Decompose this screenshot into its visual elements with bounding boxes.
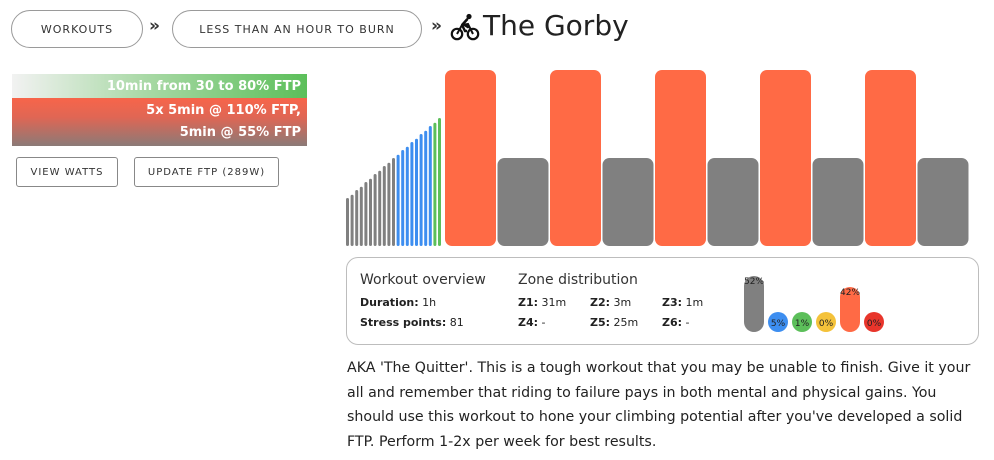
warmup-ramp-bar — [373, 174, 377, 246]
z6-value: - — [685, 316, 690, 329]
main-set-line-1: 5x 5min @ 110% FTP, — [146, 103, 301, 118]
warmup-ramp-bar — [428, 126, 432, 246]
zone-z3: Z3: 1m — [662, 296, 703, 309]
warmup-ramp-bar — [438, 118, 441, 246]
zone-bar-label: 0% — [818, 319, 834, 329]
breadcrumb-category-button[interactable]: LESS THAN AN HOUR TO BURN — [172, 10, 422, 48]
zone-bar-label: 0% — [866, 319, 882, 329]
stress-label: Stress points: — [360, 316, 447, 329]
workout-description: AKA 'The Quitter'. This is a tough worko… — [347, 360, 971, 450]
warmup-ramp-bar — [346, 198, 349, 246]
rest-interval-bar — [602, 158, 654, 246]
zone-bar-z5 — [840, 286, 860, 332]
warmup-ramp-bar — [364, 182, 368, 246]
stress-value: 81 — [449, 316, 464, 329]
warmup-ramp-bar — [382, 166, 386, 246]
breadcrumb-workouts-button[interactable]: WORKOUTS — [11, 10, 143, 48]
warmup-ramp-bar — [359, 186, 363, 246]
warmup-segment-label: 10min from 30 to 80% FTP — [12, 74, 307, 98]
z3-value: 1m — [685, 296, 704, 309]
warmup-ramp-bar — [415, 138, 418, 246]
warmup-ramp-bar — [355, 190, 359, 246]
z4-value: - — [541, 316, 546, 329]
main-set-line-2: 5min @ 55% FTP — [179, 125, 301, 140]
zone-bar-z4 — [816, 312, 836, 332]
zone-z1: Z1: 31m — [518, 296, 566, 309]
z1-value: 31m — [541, 296, 567, 309]
warmup-ramp-bar — [387, 162, 391, 246]
z5-label: Z5: — [590, 316, 611, 329]
view-watts-button[interactable]: VIEW WATTS — [16, 157, 118, 187]
zone-heading: Zone distribution — [518, 272, 638, 288]
zone-bar-label: 52% — [744, 277, 765, 287]
z4-label: Z4: — [518, 316, 539, 329]
stress-row: Stress points: 81 — [360, 316, 464, 329]
zone-bar-z6 — [864, 312, 884, 332]
workout-profile-chart — [346, 70, 969, 246]
rest-interval-bar — [917, 158, 969, 246]
zone-z5: Z5: 25m — [590, 316, 638, 329]
work-interval-bar — [865, 70, 916, 246]
z2-label: Z2: — [590, 296, 611, 309]
warmup-ramp-bar — [378, 170, 382, 246]
zone-distribution-chart: 52% 5% 1% 0% 42% 0% — [744, 272, 884, 336]
warmup-ramp-bar — [424, 130, 428, 246]
work-interval-bar — [445, 70, 496, 246]
zone-z4: Z4: - — [518, 316, 546, 329]
rest-interval-bar — [497, 158, 549, 246]
main-set-segment-label: 5x 5min @ 110% FTP, 5min @ 55% FTP — [12, 98, 307, 146]
zone-bar-z3 — [792, 312, 812, 332]
warmup-ramp-bar — [369, 178, 372, 246]
duration-row: Duration: 1h — [360, 296, 436, 309]
duration-label: Duration: — [360, 296, 419, 309]
page-title: The Gorby — [483, 9, 629, 42]
z5-value: 25m — [613, 316, 639, 329]
zone-z6: Z6: - — [662, 316, 690, 329]
zone-z2: Z2: 3m — [590, 296, 631, 309]
work-interval-bar — [550, 70, 601, 246]
workout-overview-panel: Workout overview Duration: 1h Stress poi… — [346, 257, 979, 345]
bicycle-icon — [450, 13, 480, 41]
warmup-ramp-bar — [401, 150, 405, 246]
z6-label: Z6: — [662, 316, 683, 329]
update-ftp-button[interactable]: UPDATE FTP (289W) — [134, 157, 279, 187]
warmup-ramp-bar — [392, 158, 395, 246]
warmup-ramp-bar — [410, 142, 414, 246]
breadcrumb-separator: » — [431, 16, 442, 36]
zone-bar-z1 — [744, 276, 764, 332]
z3-label: Z3: — [662, 296, 683, 309]
work-interval-bar — [655, 70, 706, 246]
zone-bar-label: 1% — [794, 319, 810, 329]
zone-bar-label: 5% — [770, 319, 786, 329]
zone-bar-label: 42% — [840, 287, 861, 298]
warmup-ramp-bar — [419, 134, 423, 246]
overview-heading: Workout overview — [360, 272, 486, 288]
warmup-ramp-bar — [350, 194, 354, 246]
warmup-ramp-bar — [396, 154, 400, 246]
breadcrumb-separator: » — [149, 16, 160, 36]
warmup-ramp-bar — [433, 122, 437, 246]
z1-label: Z1: — [518, 296, 539, 309]
work-interval-bar — [760, 70, 811, 246]
duration-value: 1h — [422, 296, 437, 309]
zone-bar-z2 — [768, 312, 788, 332]
warmup-ramp-bar — [405, 146, 409, 246]
rest-interval-bar — [707, 158, 759, 246]
rest-interval-bar — [812, 158, 864, 246]
z2-value: 3m — [613, 296, 632, 309]
